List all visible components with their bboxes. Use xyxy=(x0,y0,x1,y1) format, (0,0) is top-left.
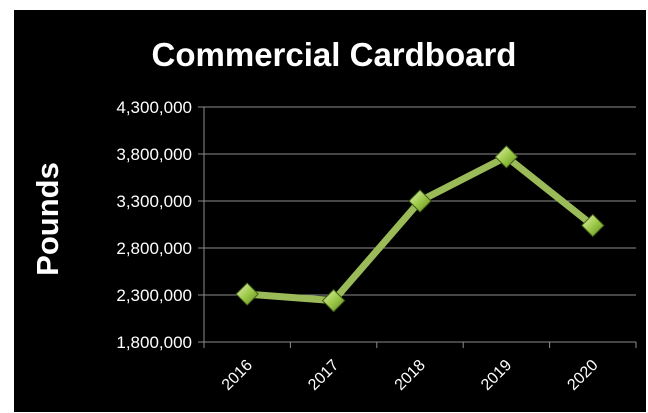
chart-background xyxy=(14,10,646,412)
data-point xyxy=(408,189,432,213)
x-tick-label: 2017 xyxy=(305,357,342,394)
y-tick-label: 4,300,000 xyxy=(116,98,192,117)
data-point xyxy=(494,145,519,169)
y-tick-label: 3,800,000 xyxy=(116,145,192,164)
axes xyxy=(198,106,637,348)
x-tick-label: 2020 xyxy=(564,357,601,394)
data-point xyxy=(581,213,605,238)
y-axis-title: Pounds xyxy=(30,162,65,276)
series-line xyxy=(243,153,597,305)
x-tick-label: 2016 xyxy=(219,357,256,394)
y-tick-label: 2,300,000 xyxy=(116,286,192,305)
x-tick-label: 2018 xyxy=(392,357,429,394)
chart-title: Commercial Cardboard xyxy=(152,36,517,73)
x-tick-label: 2019 xyxy=(478,357,515,394)
data-point xyxy=(235,282,259,306)
x-tick-labels: 2016 2017 2018 2019 2020 xyxy=(219,357,602,394)
data-point xyxy=(321,288,346,313)
series xyxy=(235,145,605,313)
y-tick-labels: 1,800,000 2,300,000 2,800,000 3,300,000 3,80… xyxy=(116,98,192,352)
y-tick-label: 3,300,000 xyxy=(116,192,192,211)
y-tick-label: 1,800,000 xyxy=(116,333,192,352)
y-tick-label: 2,800,000 xyxy=(116,239,192,258)
